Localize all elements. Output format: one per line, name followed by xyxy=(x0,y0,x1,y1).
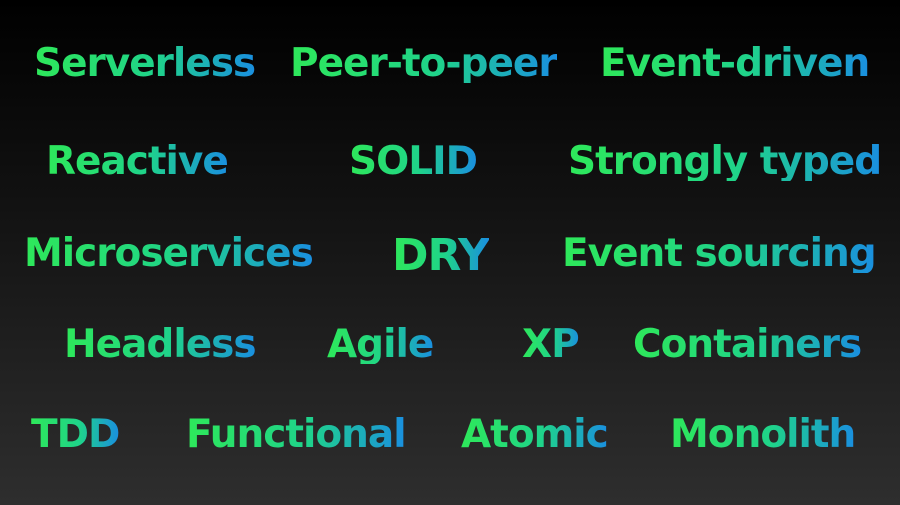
term-serverless: Serverless xyxy=(34,41,256,86)
term-event-sourcing: Event sourcing xyxy=(562,231,877,276)
term-functional: Functional xyxy=(186,412,407,457)
term-monolith: Monolith xyxy=(670,412,856,457)
term-agile: Agile xyxy=(327,322,434,367)
term-xp: XP xyxy=(522,322,580,367)
term-headless: Headless xyxy=(64,322,257,367)
term-microservices: Microservices xyxy=(24,231,314,276)
term-strongly-typed: Strongly typed xyxy=(568,139,882,184)
term-tdd: TDD xyxy=(31,412,120,457)
term-reactive: Reactive xyxy=(46,139,229,184)
term-dry: DRY xyxy=(392,230,490,281)
term-atomic: Atomic xyxy=(461,412,609,457)
term-solid: SOLID xyxy=(349,139,478,184)
term-containers: Containers xyxy=(633,322,862,367)
term-event-driven: Event-driven xyxy=(600,41,870,86)
term-peer-to-peer: Peer-to-peer xyxy=(290,41,558,86)
